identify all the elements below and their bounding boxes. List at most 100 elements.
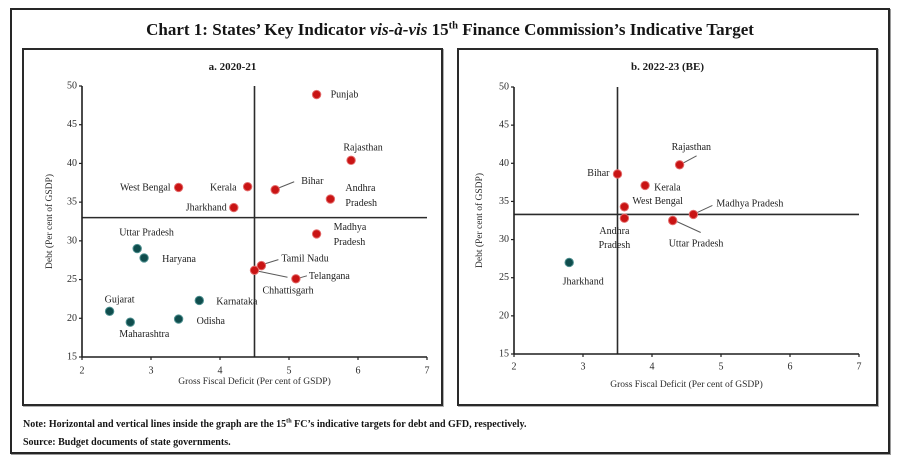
note-superscript: th xyxy=(286,417,292,425)
source-text: Budget documents of state governments. xyxy=(55,437,231,448)
x-tick-label: 6 xyxy=(356,366,361,377)
point-label: Gujarat xyxy=(105,294,135,305)
point-label: Jharkhand xyxy=(563,276,604,287)
point-label: Rajasthan xyxy=(672,141,711,152)
chart-title-superscript: th xyxy=(448,20,458,32)
point-label-line: Tamil Nadu xyxy=(281,253,328,264)
y-tick-label: 30 xyxy=(67,235,77,246)
point-label: Bihar xyxy=(301,175,324,186)
x-tick-label: 2 xyxy=(512,362,517,373)
y-axis-title: Debt (Per cent of GSDP) xyxy=(474,173,485,268)
data-point xyxy=(674,160,685,170)
data-point xyxy=(125,317,136,327)
point-label-line: Gujarat xyxy=(105,294,135,305)
point-label-line: Telangana xyxy=(309,270,351,281)
point-label-line: Madhya xyxy=(334,221,367,232)
point-label: Haryana xyxy=(162,253,196,264)
chart-title: Chart 1: States’ Key Indicator vis-à-vis… xyxy=(10,19,890,41)
data-point xyxy=(229,202,239,213)
note-text: Horizontal and vertical lines inside the… xyxy=(46,419,287,430)
chart-title-text: Finance Commission’s Indicative Target xyxy=(457,20,754,39)
point-label-line: Jharkhand xyxy=(563,276,604,287)
x-tick-label: 7 xyxy=(425,366,430,377)
point-label-line: Bihar xyxy=(301,175,324,186)
leader-line xyxy=(279,181,295,189)
leader-line xyxy=(697,204,713,213)
data-point xyxy=(132,243,142,254)
y-tick-label: 40 xyxy=(67,158,77,169)
point-label-line: Pradesh xyxy=(334,236,366,247)
data-point xyxy=(325,194,336,204)
note-label: Note: xyxy=(23,419,47,430)
point-label: Madhya Pradesh xyxy=(716,198,783,209)
point-label-line: Karnataka xyxy=(216,296,258,307)
point-label-line: Andhra xyxy=(345,183,376,194)
point-label: Odisha xyxy=(197,316,226,327)
panel-2020-21: a. 2020-21 xyxy=(22,48,443,406)
point-label: Uttar Pradesh xyxy=(669,238,724,249)
y-tick-label: 20 xyxy=(67,313,77,324)
point-label: West Bengal xyxy=(120,182,171,193)
chart-title-text: 15 xyxy=(427,20,449,39)
point-label-line: Madhya Pradesh xyxy=(716,198,783,209)
x-axis-title: Gross Fiscal Deficit (Per cent of GSDP) xyxy=(178,376,331,387)
point-label: Bihar xyxy=(587,167,610,178)
data-point xyxy=(249,265,260,275)
point-label: Maharashtra xyxy=(119,329,170,340)
x-tick-label: 4 xyxy=(218,366,223,377)
point-label-line: Kerala xyxy=(210,182,237,193)
point-label: Jharkhand xyxy=(186,202,227,213)
point-label-line: Punjab xyxy=(331,89,359,100)
point-label: Chhattisgarh xyxy=(263,285,314,296)
point-label-line: Bihar xyxy=(587,167,610,178)
data-point xyxy=(619,213,630,223)
point-label-line: Uttar Pradesh xyxy=(669,238,724,249)
point-label-line: Kerala xyxy=(654,182,681,193)
leader-line xyxy=(676,221,701,233)
point-label-line: Jharkhand xyxy=(186,202,227,213)
x-tick-label: 3 xyxy=(581,362,586,373)
point-label-line: Maharashtra xyxy=(119,329,170,340)
data-point xyxy=(173,182,184,193)
x-tick-label: 3 xyxy=(149,366,154,377)
note-text: FC’s indicative targets for debt and GFD… xyxy=(291,419,527,430)
y-tick-label: 45 xyxy=(67,119,77,130)
note: Note: Horizontal and vertical lines insi… xyxy=(23,418,526,431)
source: Source: Budget documents of state govern… xyxy=(23,436,231,449)
x-tick-label: 2 xyxy=(80,366,85,377)
chart-title-text: Chart 1: States’ Key Indicator xyxy=(146,20,370,39)
x-tick-label: 5 xyxy=(719,362,724,373)
panel-title: b. 2022-23 (BE) xyxy=(630,61,705,73)
data-point xyxy=(311,89,322,100)
point-label-line: West Bengal xyxy=(120,182,171,193)
data-point xyxy=(640,180,650,191)
panel-title: a. 2020-21 xyxy=(208,61,257,73)
data-point xyxy=(104,306,115,317)
point-label: Punjab xyxy=(331,89,359,100)
data-point xyxy=(564,257,574,268)
data-point xyxy=(612,169,623,179)
point-label: Andhra Pradesh xyxy=(345,183,377,209)
point-label-line: Odisha xyxy=(197,316,226,327)
data-point xyxy=(242,181,253,192)
x-tick-label: 6 xyxy=(788,362,793,373)
data-point xyxy=(311,229,322,239)
leader-line xyxy=(258,270,288,278)
data-point xyxy=(139,253,149,263)
y-tick-label: 35 xyxy=(499,196,509,207)
y-tick-label: 45 xyxy=(499,120,509,131)
y-tick-label: 25 xyxy=(67,274,77,285)
x-tick-label: 4 xyxy=(650,362,655,373)
point-label: Telangana xyxy=(309,270,351,281)
point-label-line: West Bengal xyxy=(632,195,683,206)
leader-line xyxy=(683,155,697,164)
point-label: Kerala xyxy=(654,182,681,193)
data-point xyxy=(668,215,678,226)
y-tick-label: 50 xyxy=(67,81,77,92)
point-label-line: Rajasthan xyxy=(343,142,382,153)
source-label: Source: xyxy=(23,437,56,448)
y-tick-label: 25 xyxy=(499,272,509,283)
chart-title-italic: vis-à-vis xyxy=(369,20,428,39)
